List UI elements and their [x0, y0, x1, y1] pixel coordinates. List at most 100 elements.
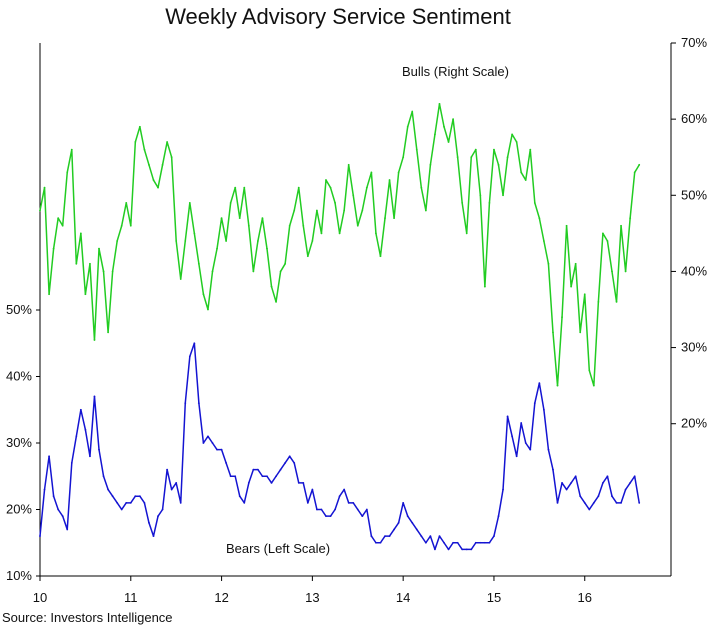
bears-data-point [302, 482, 305, 484]
bears-data-point [275, 475, 277, 478]
bears-data-point [325, 515, 327, 518]
bears-data-point [247, 482, 250, 484]
bears-data-point [343, 488, 346, 491]
bears-data-point [529, 448, 532, 451]
source-note: Source: Investors Intelligence [2, 610, 173, 625]
bears-series-label: Bears (Left Scale) [226, 541, 330, 556]
bulls-data-point [188, 202, 191, 204]
bulls-data-point [220, 217, 223, 220]
bulls-data-point [247, 224, 250, 227]
left-tick-label: 10% [6, 568, 32, 583]
bulls-data-point [79, 232, 82, 235]
bears-data-point [39, 535, 41, 537]
bears-data-point [347, 501, 350, 504]
bulls-data-point [216, 247, 218, 250]
bulls-data-point [193, 232, 196, 235]
bears-data-point [338, 495, 341, 498]
bears-data-point [474, 541, 477, 544]
bulls-data-point [243, 186, 246, 189]
bears-data-point [465, 548, 468, 551]
bears-data-point [257, 468, 259, 471]
bulls-data-point [483, 285, 486, 288]
bears-data-point [515, 455, 518, 458]
bulls-data-point [120, 224, 123, 227]
bears-data-point [284, 462, 287, 464]
bears-data-point [574, 475, 577, 478]
bulls-data-point [456, 156, 459, 159]
bears-data-point [193, 342, 196, 345]
bears-data-point [89, 455, 91, 458]
bears-data-point [597, 495, 600, 498]
x-tick-label: 16 [578, 590, 592, 605]
bulls-data-point [293, 209, 296, 212]
bears-data-point [520, 422, 523, 424]
bears-data-point [384, 535, 386, 537]
bears-data-point [633, 475, 636, 478]
bears-data-point [311, 488, 314, 491]
bears-data-point [424, 541, 427, 544]
bears-data-point [70, 462, 73, 464]
x-tick-label: 10 [33, 590, 47, 605]
bulls-data-point [316, 209, 318, 212]
bulls-data-point [107, 331, 109, 334]
bulls-data-point [393, 217, 395, 220]
bears-data-point [120, 508, 123, 511]
series-layer [39, 103, 641, 551]
bears-data-point [538, 382, 541, 385]
right-tick-label: 50% [681, 187, 707, 202]
bears-data-point [79, 408, 82, 411]
bears-data-point [606, 475, 609, 478]
bulls-data-point [52, 247, 55, 250]
bears-data-point [375, 541, 377, 544]
right-tick-label: 40% [681, 263, 707, 278]
bears-data-point [152, 535, 155, 537]
bears-data-point [415, 528, 418, 531]
bulls-data-point [384, 217, 386, 220]
bulls-data-point [48, 293, 50, 296]
bears-data-point [552, 468, 554, 471]
bears-data-point [170, 488, 173, 491]
bulls-data-point [570, 285, 573, 288]
bears-data-point [220, 448, 223, 451]
bulls-data-point [529, 148, 532, 151]
bears-data-point [461, 548, 464, 551]
left-tick-label: 20% [6, 502, 32, 517]
bears-data-point [379, 541, 382, 544]
bulls-data-point [515, 141, 518, 143]
bulls-series-line [39, 103, 640, 387]
left-tick-label: 40% [6, 369, 32, 384]
bulls-data-point [320, 232, 323, 235]
bears-data-point [102, 475, 105, 478]
bears-data-point [356, 508, 359, 511]
bulls-data-point [633, 171, 636, 174]
bears-data-point [75, 435, 78, 438]
bears-data-point [547, 448, 550, 451]
bears-data-point [238, 495, 241, 498]
bears-data-point [266, 475, 268, 478]
bears-data-point [293, 462, 296, 464]
bulls-data-point [452, 118, 454, 121]
bulls-data-point [179, 278, 182, 280]
right-tick-label: 30% [681, 340, 707, 355]
bears-data-point [497, 515, 500, 518]
bulls-data-point [474, 148, 477, 151]
bulls-data-point [197, 262, 200, 265]
bulls-data-point [488, 202, 491, 204]
bulls-data-point [152, 179, 155, 181]
bears-data-point [434, 548, 436, 551]
x-tick-label: 13 [305, 590, 319, 605]
bulls-data-point [470, 156, 473, 159]
bulls-data-point [497, 163, 500, 166]
bulls-data-point [116, 240, 119, 242]
bears-data-point [570, 482, 573, 484]
bulls-data-point [288, 224, 291, 227]
bears-data-point [479, 541, 482, 544]
bulls-data-point [275, 300, 277, 303]
bears-data-point [542, 408, 545, 411]
bears-data-point [565, 488, 568, 491]
bears-data-point [493, 535, 495, 537]
bulls-data-point [597, 300, 600, 303]
bears-data-point [43, 488, 46, 491]
